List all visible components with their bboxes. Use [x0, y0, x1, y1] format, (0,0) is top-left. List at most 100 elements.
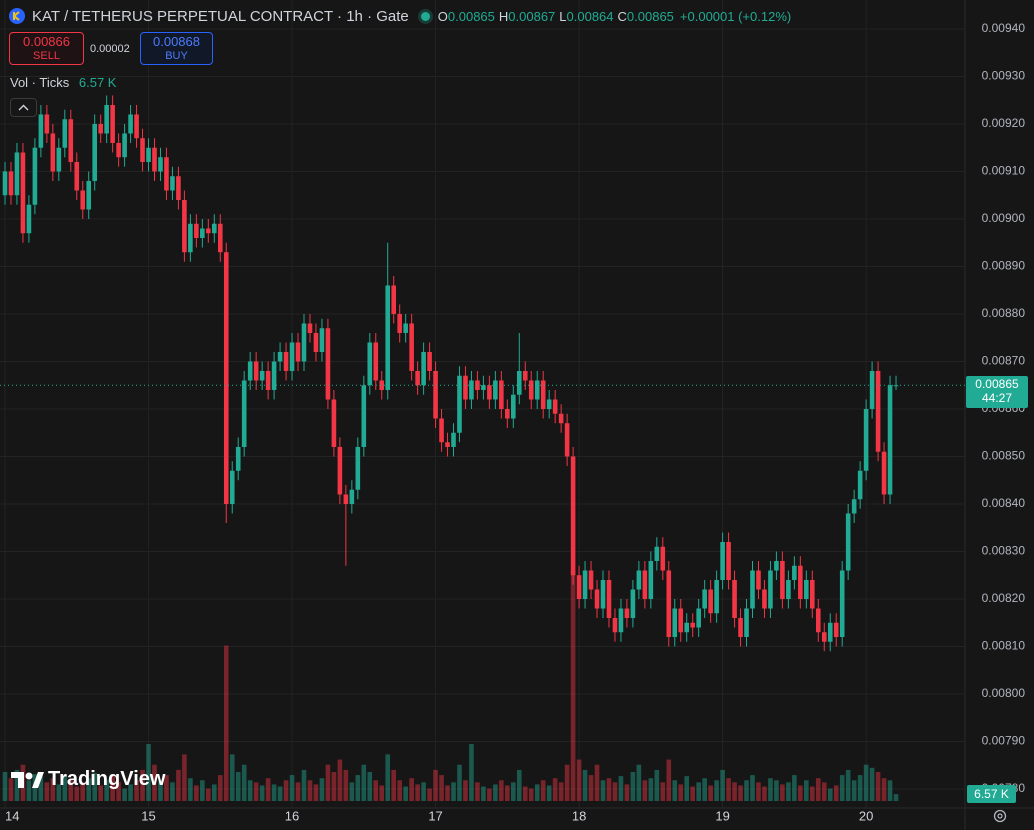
- volume-bar: [301, 769, 307, 801]
- candle-body: [355, 446, 361, 490]
- volume-bar: [277, 786, 283, 801]
- candle-body: [104, 104, 109, 134]
- candle-body: [241, 380, 247, 447]
- volume-bar: [104, 780, 109, 801]
- settings-icon[interactable]: [990, 806, 1010, 826]
- candle-body: [875, 370, 881, 452]
- volume-bar: [660, 782, 666, 801]
- x-tick-label: 20: [859, 808, 873, 823]
- volume-bar: [738, 785, 743, 801]
- candle-body: [128, 114, 133, 134]
- volume-bar: [528, 788, 534, 801]
- volume-bar: [421, 782, 426, 801]
- candle-body: [50, 133, 56, 172]
- volume-bar: [552, 778, 558, 801]
- volume-bar: [499, 780, 504, 801]
- volume-bar: [331, 771, 337, 801]
- volume-bar: [451, 782, 456, 801]
- volume-bar: [295, 782, 301, 801]
- volume-bar: [140, 769, 145, 801]
- volume-bar: [170, 782, 175, 801]
- candle-body: [505, 408, 510, 419]
- sell-price: 0.00866: [23, 34, 70, 49]
- candle-body: [2, 171, 8, 196]
- candle-body: [469, 380, 474, 400]
- candle-body: [337, 446, 343, 495]
- buy-price: 0.00868: [153, 34, 200, 49]
- volume-bar: [684, 776, 690, 801]
- candle-body: [690, 622, 695, 628]
- volume-bar: [768, 778, 773, 801]
- sell-button[interactable]: 0.00866 SELL: [9, 32, 84, 65]
- candle-body: [522, 370, 528, 381]
- ohlc-legend: O0.00865 H0.00867 L0.00864 C0.00865: [438, 9, 674, 24]
- volume-bar: [618, 776, 624, 801]
- volume-bar: [283, 780, 289, 801]
- volume-bar: [122, 788, 127, 801]
- volume-bar: [875, 771, 881, 801]
- candle-body: [481, 385, 486, 390]
- candle-body: [881, 451, 887, 495]
- candle-body: [516, 370, 522, 395]
- candle-body: [367, 342, 373, 386]
- candle-body: [636, 570, 642, 590]
- volume-bar: [128, 784, 133, 801]
- candle-body: [62, 119, 68, 148]
- y-tick-label: 0.00910: [982, 164, 1026, 178]
- candle-body: [289, 342, 295, 371]
- volume-bar: [265, 778, 271, 801]
- volume-bar: [714, 780, 719, 801]
- y-tick-label: 0.00940: [982, 21, 1026, 35]
- collapse-button[interactable]: [10, 98, 37, 117]
- chart-title: KAT / TETHERUS PERPETUAL CONTRACT · 1h ·…: [32, 7, 409, 25]
- volume-bar: [361, 764, 367, 801]
- candle-body: [271, 361, 277, 390]
- candle-body: [26, 204, 32, 234]
- volume-bar: [666, 759, 672, 801]
- candle-body: [630, 589, 636, 618]
- volume-bar: [247, 780, 253, 801]
- volume-bar: [780, 784, 785, 801]
- volume-bar: [235, 771, 241, 801]
- buy-button[interactable]: 0.00868 BUY: [140, 32, 213, 65]
- candle-body: [672, 608, 678, 637]
- volume-bar: [827, 788, 833, 801]
- y-tick-label: 0.00800: [982, 686, 1026, 700]
- volume-bar: [259, 785, 265, 801]
- candle-body: [212, 223, 217, 234]
- candle-body: [499, 380, 504, 409]
- candle-body: [564, 423, 570, 457]
- candle-body: [229, 470, 235, 504]
- volume-bar: [821, 782, 827, 801]
- volume-bar: [654, 769, 660, 801]
- volume-bar: [223, 645, 229, 801]
- candle-body: [457, 375, 462, 433]
- candle-body: [122, 133, 127, 158]
- candle-body: [798, 565, 803, 599]
- volume-bar: [44, 782, 50, 801]
- volume-bar: [194, 785, 199, 801]
- countdown: 44:27: [981, 391, 1013, 405]
- candle-body: [56, 147, 62, 172]
- candle-body: [540, 380, 546, 409]
- candle-body: [164, 157, 169, 191]
- volume-bar: [379, 785, 385, 801]
- volume-bar: [373, 780, 379, 801]
- brand: TradingView: [10, 768, 165, 791]
- status-dot: [420, 11, 430, 21]
- volume-bar: [732, 782, 737, 801]
- candle-body: [331, 399, 337, 447]
- ohlc-key: H: [498, 8, 509, 24]
- brand-name: TradingView: [48, 768, 166, 790]
- candle-body: [660, 546, 666, 571]
- x-tick-label: 16: [285, 808, 299, 823]
- candle-body: [612, 617, 618, 633]
- candle-body: [666, 570, 672, 637]
- ohlc-key: O: [437, 8, 448, 24]
- volume-bar: [648, 778, 654, 801]
- x-tick-label: 14: [5, 808, 19, 823]
- candle-body: [445, 442, 450, 447]
- candle-body: [319, 328, 325, 352]
- volume-bar: [146, 744, 151, 801]
